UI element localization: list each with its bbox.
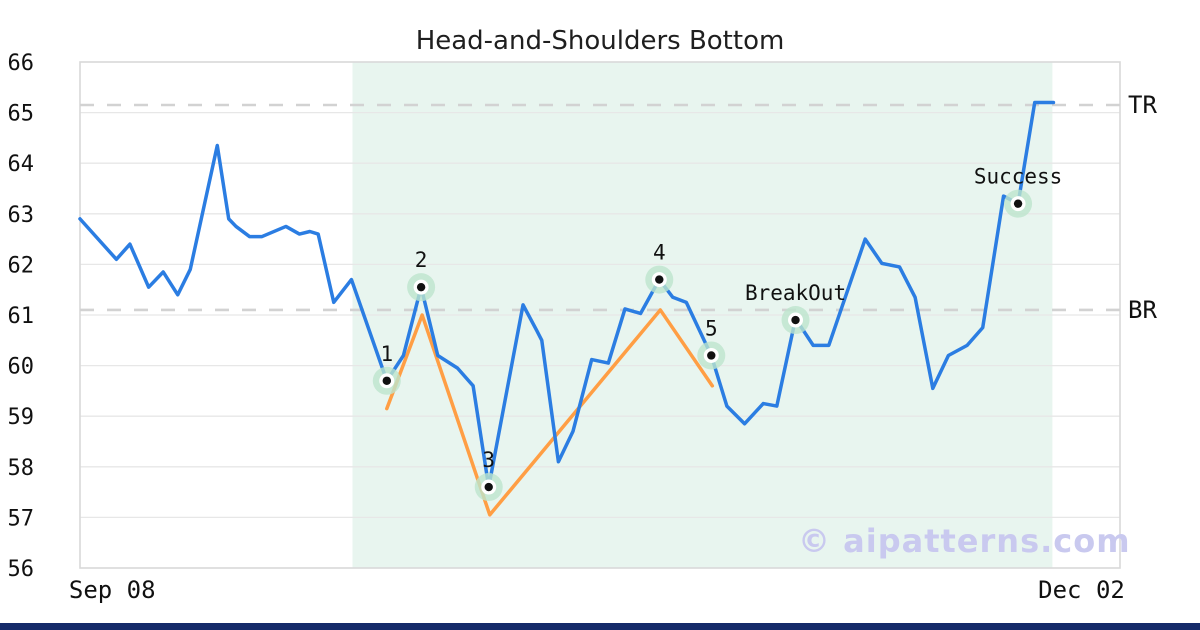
pattern-outline-line: [385, 308, 715, 517]
y-tick-61: 61: [8, 304, 35, 329]
marker-dot-5[interactable]: [707, 351, 716, 360]
plot-border: [79, 61, 1121, 569]
chart-title: Head-and-Shoulders Bottom: [415, 26, 785, 56]
y-tick-58: 58: [8, 456, 35, 481]
marker-label-2: 2: [415, 248, 428, 272]
watermark-text: © aipatterns.com: [798, 522, 1131, 560]
marker-dot-2[interactable]: [416, 282, 426, 292]
marker-label-success: Success: [974, 165, 1063, 189]
marker-dot-3[interactable]: [484, 482, 493, 492]
x-tick-1: Dec 02: [1038, 576, 1125, 604]
bottom-accent-bar: [0, 623, 1200, 630]
price-line: [78, 100, 1056, 489]
marker-dot-success[interactable]: [1013, 199, 1023, 208]
level-label-tr: TR: [1128, 91, 1157, 119]
y-tick-56: 56: [8, 557, 35, 582]
level-label-br: BR: [1128, 296, 1157, 324]
x-tick-0: Sep 08: [69, 576, 156, 604]
marker-dot-breakout[interactable]: [791, 315, 800, 325]
marker-label-4: 4: [653, 241, 666, 265]
marker-label-5: 5: [705, 316, 718, 340]
marker-dot-1[interactable]: [382, 376, 391, 385]
marker-label-3: 3: [482, 448, 495, 472]
marker-label-1: 1: [380, 342, 393, 366]
y-tick-64: 64: [8, 152, 35, 177]
y-tick-63: 63: [8, 203, 35, 228]
y-tick-62: 62: [8, 253, 35, 278]
y-tick-65: 65: [8, 102, 35, 127]
y-tick-57: 57: [8, 506, 35, 531]
y-tick-60: 60: [8, 355, 35, 380]
marker-dot-4[interactable]: [655, 275, 664, 284]
y-tick-66: 66: [8, 51, 35, 76]
marker-label-breakout: BreakOut: [745, 281, 846, 305]
y-tick-59: 59: [8, 405, 35, 430]
